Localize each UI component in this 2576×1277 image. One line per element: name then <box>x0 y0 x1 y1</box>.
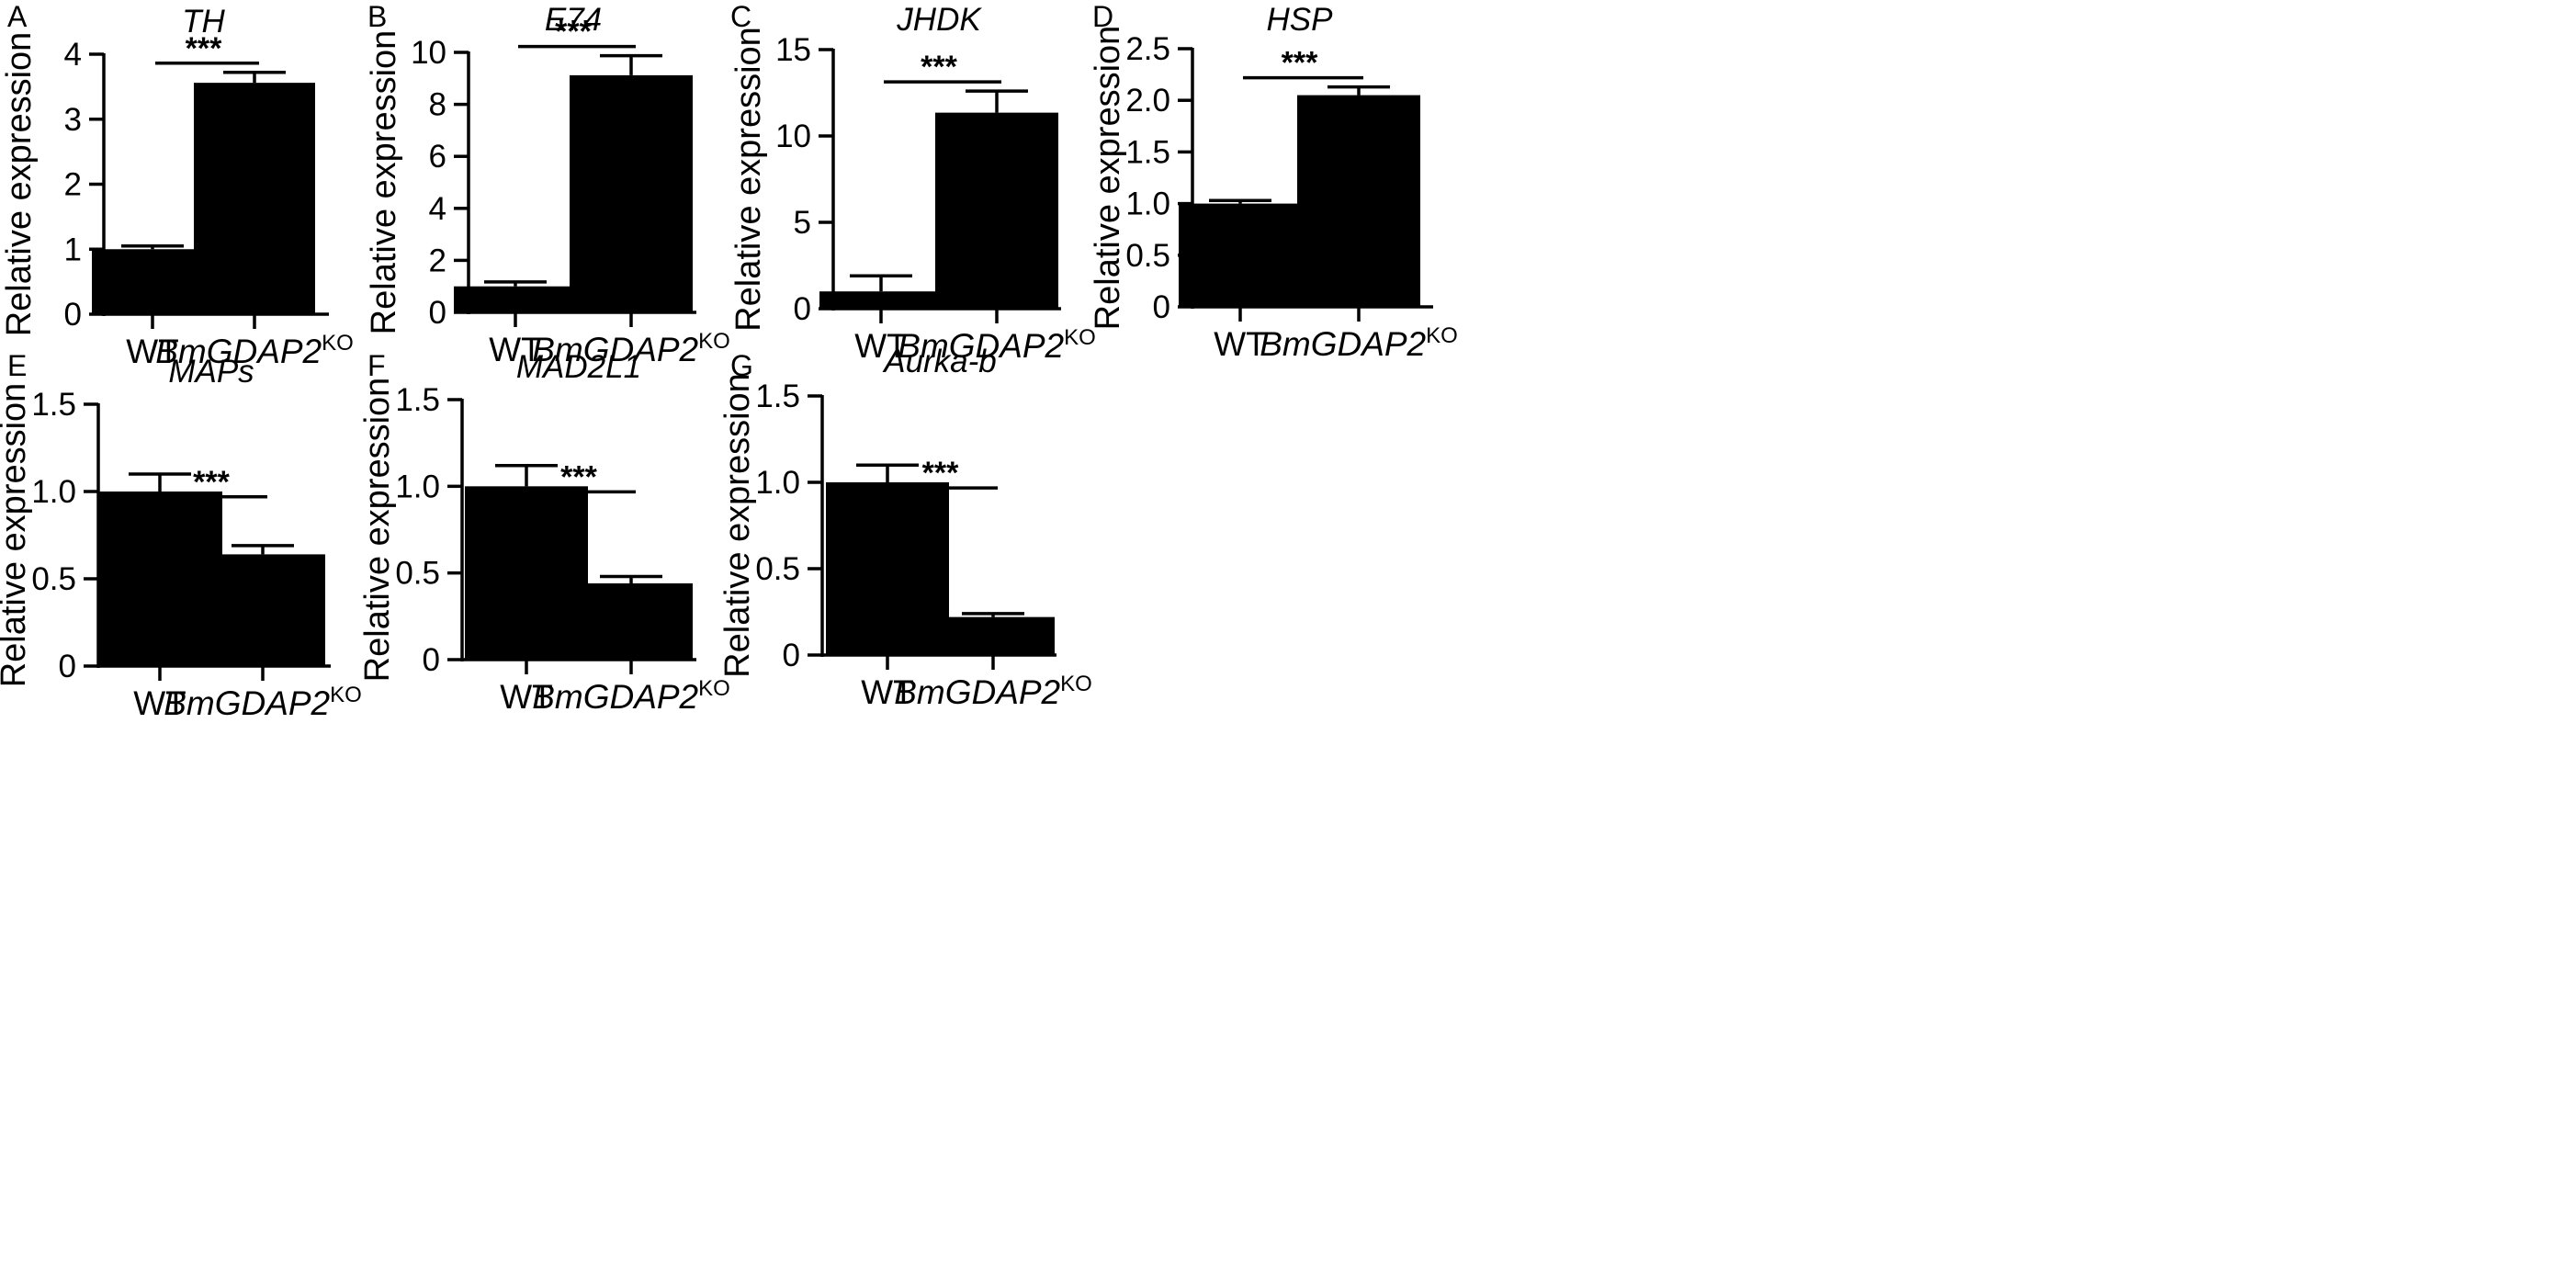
significance-label: *** <box>1282 46 1318 81</box>
panel-letter: A <box>7 0 28 33</box>
y-tick-label: 0.5 <box>755 551 800 587</box>
y-tick-label: 0.5 <box>1125 238 1170 274</box>
panel-letter: C <box>730 0 751 33</box>
y-tick-label: 0 <box>1153 289 1170 325</box>
y-tick-label: 1 <box>64 232 82 267</box>
bar-wt <box>826 482 949 655</box>
panel-letter: D <box>1092 0 1113 33</box>
x-tick-label: WT <box>500 678 553 716</box>
bar-ko <box>570 74 693 313</box>
y-tick-label: 1.0 <box>395 469 440 504</box>
y-tick-label: 1.5 <box>1125 134 1170 170</box>
x-tick-label: BmGDAP2KO <box>894 672 1092 711</box>
y-tick-label: 5 <box>794 205 811 241</box>
bar-ko <box>932 616 1055 655</box>
y-tick-label: 0 <box>783 638 800 673</box>
y-tick-label: 1.5 <box>755 379 800 414</box>
significance-label: *** <box>921 50 957 85</box>
x-tick-label: WT <box>1214 325 1267 363</box>
y-tick-label: 2.0 <box>1125 83 1170 119</box>
chart-title: MAD2L1 <box>516 349 641 385</box>
y-tick-label: 8 <box>429 87 446 123</box>
y-axis-label: Relative expression <box>0 32 39 337</box>
y-axis-label: Relative expression <box>1089 26 1127 331</box>
bar-ko <box>570 582 693 660</box>
y-tick-label: 0.5 <box>395 556 440 592</box>
x-tick-label: BmGDAP2KO <box>532 329 730 368</box>
significance-label: *** <box>560 459 597 494</box>
x-tick-label: BmGDAP2KO <box>898 325 1096 365</box>
y-tick-label: 4 <box>429 191 446 227</box>
bar-ko <box>935 112 1058 310</box>
x-tick-label: WT <box>489 331 542 368</box>
bar-wt <box>454 286 577 312</box>
x-tick-label: WT <box>126 333 179 370</box>
y-axis-label: Relative expression <box>358 378 397 683</box>
bar-wt <box>1179 203 1302 307</box>
y-tick-label: 2 <box>64 167 82 203</box>
chart-title: MAPs <box>168 354 254 390</box>
y-tick-label: 0.5 <box>31 561 76 597</box>
y-tick-label: 3 <box>64 102 82 138</box>
chart-title: E74 <box>545 2 602 38</box>
bar-ko <box>200 554 325 666</box>
y-tick-label: 1.5 <box>31 387 76 423</box>
bar-wt <box>819 291 943 309</box>
y-tick-label: 0 <box>423 642 440 678</box>
y-tick-label: 0 <box>59 649 76 684</box>
x-tick-label: WT <box>861 673 914 711</box>
y-tick-label: 0 <box>64 297 82 333</box>
bar-wt <box>92 249 213 314</box>
significance-label: *** <box>922 456 959 491</box>
significance-label: *** <box>186 31 222 66</box>
y-tick-label: 2.5 <box>1125 31 1170 67</box>
y-tick-label: 10 <box>775 119 811 154</box>
y-axis-label: Relative expression <box>365 30 403 335</box>
y-axis-label: Relative expression <box>718 373 757 678</box>
y-tick-label: 10 <box>411 35 446 71</box>
y-tick-label: 0 <box>429 295 446 331</box>
y-axis-label: Relative expression <box>0 383 33 688</box>
bar-wt <box>465 486 588 660</box>
bar-ko <box>1297 95 1420 307</box>
y-tick-label: 1.0 <box>31 474 76 510</box>
panel-letter: F <box>367 349 386 382</box>
significance-label: *** <box>193 465 230 500</box>
y-axis-label: Relative expression <box>729 27 768 332</box>
y-tick-label: 1.0 <box>1125 186 1170 222</box>
chart-title: Aurka-b <box>882 344 997 379</box>
bar-ko <box>194 83 315 314</box>
y-tick-label: 1.0 <box>755 465 800 501</box>
y-tick-label: 2 <box>429 243 446 278</box>
panel-letter: G <box>730 349 753 382</box>
x-tick-label: BmGDAP2KO <box>532 676 730 716</box>
panel-letter: E <box>7 349 27 382</box>
y-tick-label: 1.5 <box>395 382 440 418</box>
y-tick-label: 0 <box>794 291 811 327</box>
x-tick-label: BmGDAP2KO <box>155 331 354 370</box>
y-tick-label: 6 <box>429 139 446 175</box>
y-tick-label: 15 <box>775 32 811 68</box>
significance-label: *** <box>555 15 592 50</box>
chart-title: JHDK <box>896 2 982 38</box>
x-tick-label: BmGDAP2KO <box>1260 323 1458 363</box>
x-tick-label: WT <box>854 327 908 365</box>
panel-letter: B <box>367 0 387 33</box>
chart-title: TH <box>182 4 225 40</box>
y-tick-label: 4 <box>64 37 82 73</box>
chart-title: HSP <box>1267 2 1334 38</box>
x-tick-label: BmGDAP2KO <box>164 683 362 722</box>
x-tick-label: WT <box>133 684 186 722</box>
